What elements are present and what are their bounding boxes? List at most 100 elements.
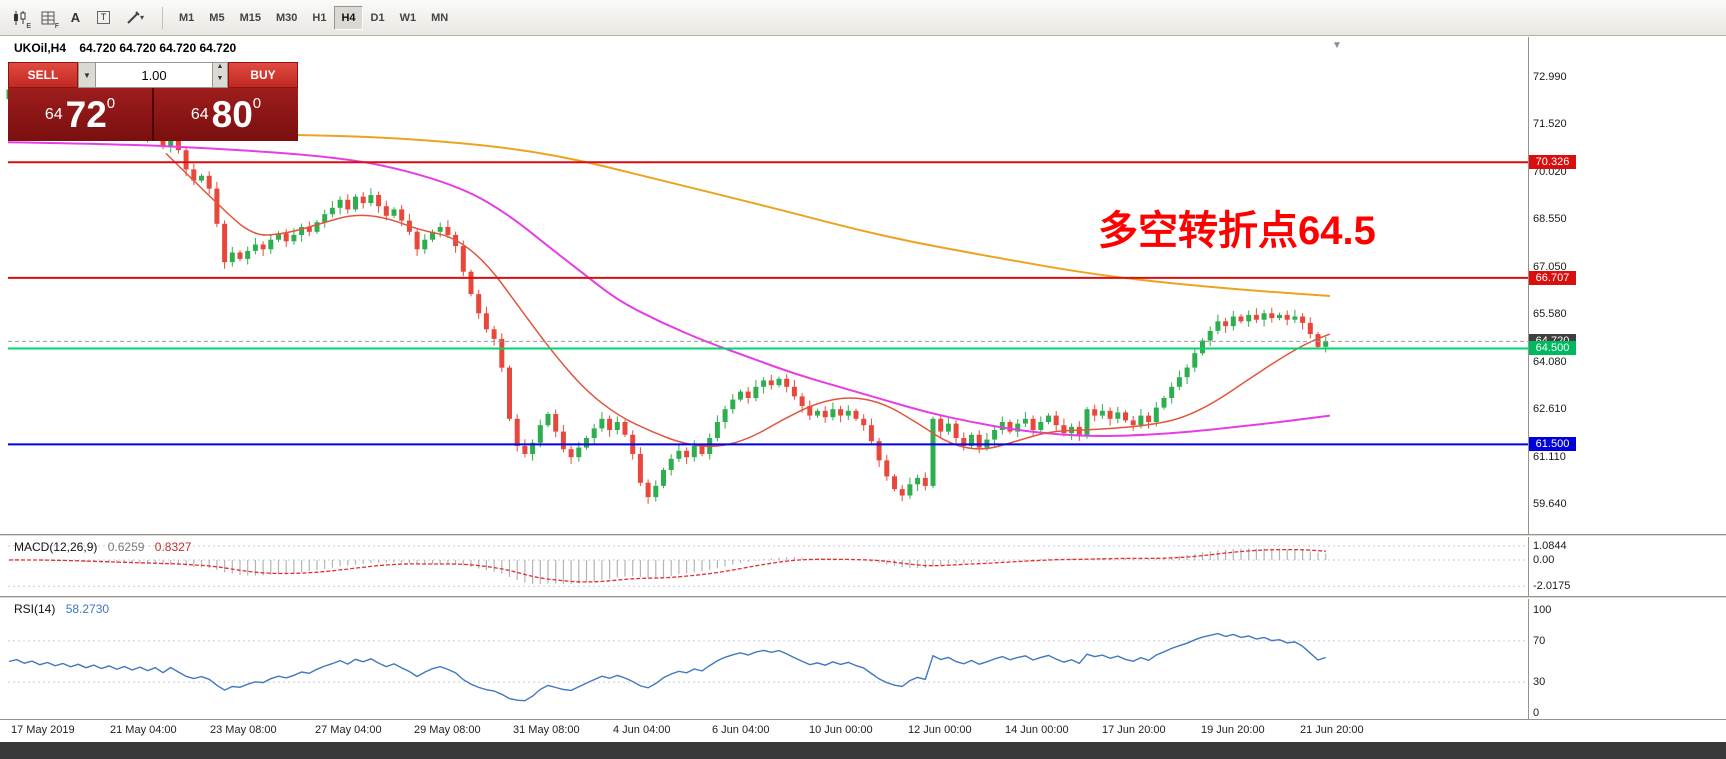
chart-annotation: 多空转折点64.5 (1098, 209, 1376, 253)
time-axis-label: 10 Jun 00:00 (809, 724, 873, 736)
macd-label: MACD(12,26,9) 0.6259 0.8327 (14, 540, 191, 554)
time-axis-label: 17 Jun 20:00 (1102, 724, 1166, 736)
rsi-axis-label: 30 (1533, 676, 1546, 689)
time-axis-label: 4 Jun 04:00 (613, 724, 671, 736)
time-axis-label: 21 May 04:00 (110, 724, 177, 736)
rsi-line (8, 632, 1326, 702)
price-marker-label: 61.500 (1529, 437, 1576, 452)
price-axis-border (1528, 37, 1529, 719)
price-marker-label: 64.500 (1529, 341, 1576, 356)
bid-whole: 64 (44, 105, 63, 123)
timeframe-button-m1[interactable]: M1 (172, 6, 201, 30)
price-axis-label: 68.550 (1533, 212, 1567, 225)
symbol-header: UKOil,H4 64.720 64.720 64.720 64.720 (14, 41, 236, 55)
volume-input[interactable]: 1.00 (96, 62, 212, 88)
timeframe-button-m5[interactable]: M5 (202, 6, 231, 30)
time-axis-label: 31 May 08:00 (513, 724, 580, 736)
timeframe-button-h1[interactable]: H1 (305, 6, 333, 30)
ohlc-values: 64.720 64.720 64.720 64.720 (79, 41, 237, 55)
macd-signal-line (8, 548, 1326, 583)
time-axis-label: 14 Jun 00:00 (1005, 724, 1069, 736)
time-axis-label: 6 Jun 04:00 (712, 724, 770, 736)
rsi-axis-label: 70 (1533, 634, 1546, 647)
bid-price[interactable]: 64 72 0 (8, 88, 152, 141)
price-axis-label: 64.080 (1533, 355, 1567, 368)
ask-pips: 80 (211, 94, 253, 135)
volume-dropdown-button[interactable]: ▼ (78, 62, 96, 88)
spinner-up-icon: ▲ (216, 63, 224, 70)
price-axis-label: 59.640 (1533, 497, 1567, 510)
price-marker-label: 64.720 (1529, 334, 1576, 349)
price-axis-label: 67.050 (1533, 260, 1567, 273)
horizontal-scrollbar[interactable] (0, 742, 1726, 759)
price-axis-label: 70.020 (1533, 165, 1567, 178)
text-label-icon: T (96, 11, 111, 24)
timeframe-button-d1[interactable]: D1 (364, 6, 392, 30)
price-marker-label: 66.707 (1529, 270, 1576, 285)
time-axis-border (0, 719, 1726, 720)
rsi-value: 58.2730 (65, 602, 110, 616)
timeframe-button-m15[interactable]: M15 (233, 6, 268, 30)
sell-button[interactable]: SELL (8, 62, 78, 88)
toolbar-separator (162, 6, 163, 29)
price-axis-label: 72.990 (1533, 71, 1567, 83)
macd-signal-value: 0.8327 (154, 540, 192, 554)
macd-axis-label: 1.0844 (1533, 539, 1567, 552)
time-axis-label: 27 May 04:00 (315, 724, 382, 736)
candlestick-tool-button[interactable]: E (6, 5, 33, 30)
timeframe-button-h4[interactable]: H4 (334, 5, 363, 30)
one-click-trading-panel: SELL ▼ 1.00 ▲ ▼ BUY 64 72 0 64 80 0 (8, 62, 298, 141)
ma-mid-line (7, 141, 1331, 437)
macd-name: MACD(12,26,9) (14, 540, 98, 554)
time-axis-label: 29 May 08:00 (414, 724, 481, 736)
ma-slow-line (7, 131, 1331, 297)
drawing-tool-dropdown-button[interactable]: ▾ (118, 5, 152, 30)
bid-pips: 72 (65, 94, 107, 135)
rsi-axis-label: 0 (1533, 707, 1540, 719)
time-axis-label: 12 Jun 00:00 (908, 724, 972, 736)
macd-axis-label: -2.0175 (1533, 580, 1571, 593)
ask-price[interactable]: 64 80 0 (154, 88, 298, 141)
panel-splitter[interactable] (0, 534, 1726, 537)
tool-sub-label: F (54, 23, 59, 30)
text-tool-button[interactable]: A (62, 5, 89, 30)
time-axis-label: 23 May 08:00 (210, 724, 277, 736)
price-axis-label: 71.520 (1533, 118, 1567, 130)
rsi-label: RSI(14) 58.2730 (14, 602, 109, 616)
rsi-axis-label: 100 (1533, 604, 1552, 616)
candlestick-chart-icon (13, 10, 25, 25)
symbol-name: UKOil,H4 (14, 41, 67, 55)
price-axis-label: 62.610 (1533, 402, 1567, 415)
time-axis-label: 19 Jun 20:00 (1201, 724, 1265, 736)
grid-tool-button[interactable]: F (34, 5, 61, 30)
price-marker-label: 70.326 (1529, 155, 1576, 170)
rsi-name: RSI(14) (14, 602, 56, 616)
timeframe-button-mn[interactable]: MN (424, 6, 455, 30)
text-a-icon: A (70, 10, 81, 25)
chevron-down-icon: ▾ (139, 13, 144, 22)
text-label-tool-button[interactable]: T (90, 5, 117, 30)
macd-main-value: 0.6259 (107, 540, 145, 554)
trade-controls-row: SELL ▼ 1.00 ▲ ▼ BUY (8, 62, 298, 88)
buy-button[interactable]: BUY (228, 62, 298, 88)
time-axis-label: 17 May 2019 (11, 724, 75, 736)
chevron-down-icon: ▼ (83, 70, 91, 80)
price-axis-label: 61.110 (1533, 450, 1566, 463)
crosshair-pen-icon (127, 10, 140, 24)
ask-point: 0 (252, 95, 262, 112)
timeframe-button-w1[interactable]: W1 (393, 6, 424, 30)
timeframe-button-m30[interactable]: M30 (269, 6, 304, 30)
timeframe-toolbar: M1 M5 M15 M30 H1 H4 D1 W1 MN (172, 5, 456, 30)
panel-splitter[interactable] (0, 596, 1726, 599)
price-axis-label: 65.580 (1533, 307, 1567, 320)
ask-whole: 64 (190, 105, 209, 123)
time-axis-label: 21 Jun 20:00 (1300, 724, 1364, 736)
macd-axis-label: 0.00 (1533, 554, 1555, 566)
spinner-down-icon: ▼ (216, 75, 224, 82)
volume-spinner[interactable]: ▲ ▼ (212, 62, 228, 88)
grid-icon (41, 11, 54, 24)
quote-row: 64 72 0 64 80 0 (8, 88, 298, 141)
toolbar: E F A T ▾ M1 M5 M15 M30 H1 H4 D1 W1 MN (0, 0, 1726, 36)
chart-shift-marker[interactable]: ▼ (1332, 40, 1342, 51)
